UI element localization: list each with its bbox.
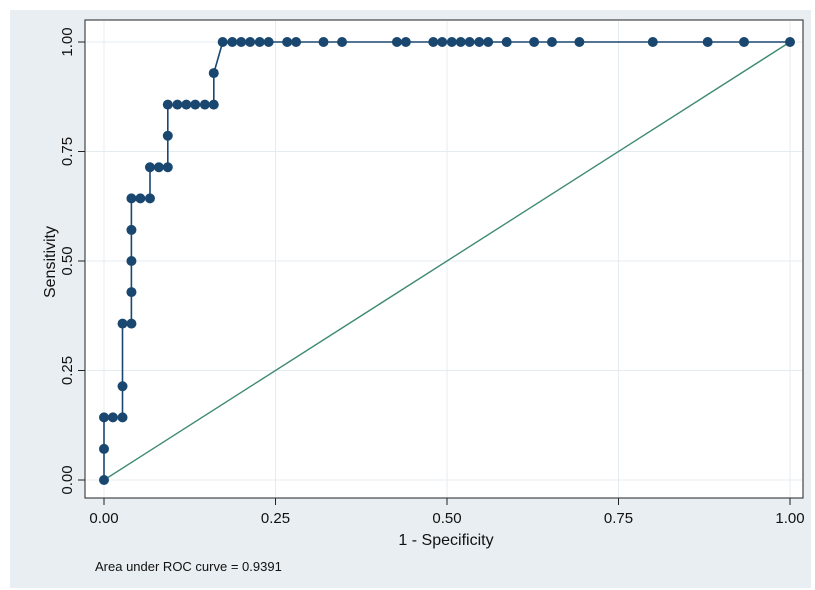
roc-point <box>199 99 210 110</box>
roc-point <box>483 37 494 47</box>
reference-line-group <box>103 41 791 481</box>
y-tick-label: 0.00 <box>59 465 76 494</box>
roc-point <box>217 37 228 47</box>
roc-point <box>99 475 109 485</box>
roc-point <box>263 37 274 47</box>
roc-point <box>181 99 192 110</box>
roc-point <box>291 37 302 47</box>
roc-point <box>126 224 137 235</box>
x-axis-title: 1 - Specificity <box>398 532 493 549</box>
roc-point <box>162 99 173 110</box>
roc-point <box>117 381 128 392</box>
roc-point <box>464 37 475 47</box>
roc-point <box>162 130 173 141</box>
roc-point <box>190 99 201 110</box>
roc-point <box>236 37 247 47</box>
roc-point <box>254 37 265 47</box>
auc-annotation: Area under ROC curve = 0.9391 <box>95 559 282 574</box>
roc-point <box>153 162 164 173</box>
roc-point <box>785 37 795 47</box>
roc-point <box>282 37 293 47</box>
roc-point <box>702 37 713 47</box>
roc-point <box>400 37 411 47</box>
roc-point <box>428 37 439 47</box>
roc-point <box>245 37 256 47</box>
roc-point <box>126 193 137 204</box>
axes <box>78 41 791 505</box>
roc-point <box>739 37 750 47</box>
roc-point <box>117 412 128 423</box>
roc-point <box>437 37 448 47</box>
reference-line <box>103 41 791 481</box>
x-tick-label: 0.25 <box>261 510 290 527</box>
roc-point <box>337 37 348 47</box>
x-tick-label: 1.00 <box>775 510 804 527</box>
roc-point <box>126 256 137 266</box>
roc-point <box>208 68 219 79</box>
roc-point <box>474 37 485 47</box>
roc-point <box>126 287 137 298</box>
roc-point <box>391 37 402 47</box>
roc-point <box>227 37 238 47</box>
roc-point <box>126 318 137 329</box>
roc-point <box>647 37 658 47</box>
roc-markers <box>99 37 795 485</box>
x-tick-label: 0.00 <box>89 510 118 527</box>
roc-point <box>107 412 118 423</box>
x-tick-labels: 0.00 0.25 0.50 0.75 1.00 <box>89 510 804 527</box>
y-tick-label: 0.50 <box>59 246 76 275</box>
roc-point <box>529 37 540 47</box>
roc-point <box>144 162 155 173</box>
roc-point <box>162 162 173 173</box>
roc-point <box>135 193 146 204</box>
y-tick-labels: 0.00 0.25 0.50 0.75 1.00 <box>59 27 76 494</box>
roc-point <box>99 443 109 454</box>
roc-point <box>501 37 512 47</box>
roc-point <box>455 37 466 47</box>
y-tick-label: 0.75 <box>59 137 76 166</box>
roc-point <box>546 37 557 47</box>
roc-point <box>144 193 155 204</box>
roc-point <box>446 37 457 47</box>
y-tick-label: 0.25 <box>59 356 76 385</box>
x-tick-label: 0.75 <box>604 510 633 527</box>
roc-point <box>117 318 128 329</box>
x-tick-label: 0.50 <box>432 510 461 527</box>
roc-point <box>208 99 219 110</box>
plot-area <box>84 19 804 499</box>
roc-point <box>172 99 183 110</box>
y-tick-label: 1.00 <box>59 27 76 56</box>
roc-point <box>318 37 329 47</box>
roc-point <box>574 37 585 47</box>
roc-point <box>99 412 109 423</box>
y-axis-title: Sensitivity <box>42 226 59 298</box>
